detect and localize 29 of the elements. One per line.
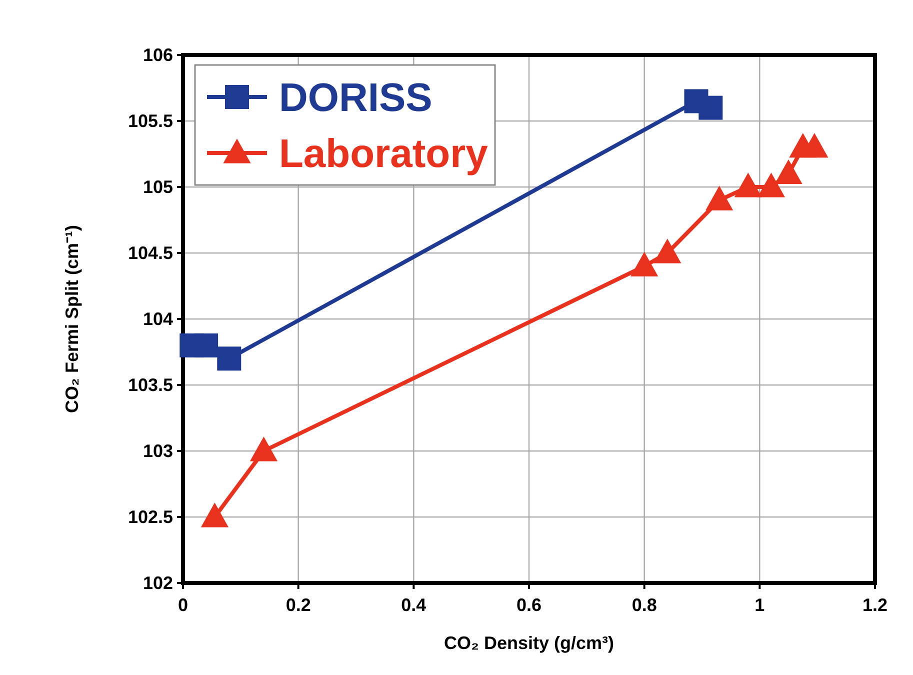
x-axis-title: CO₂ Density (g/cm³): [444, 633, 614, 653]
y-tick-label: 105: [142, 177, 173, 197]
point: [734, 172, 762, 198]
y-tick-label: 102.5: [128, 507, 173, 527]
x-tick-label: 0.4: [401, 595, 426, 615]
legend-label: DORISS: [279, 76, 432, 120]
point: [654, 238, 682, 264]
y-tick-label: 105.5: [128, 111, 173, 131]
y-tick-label: 103.5: [128, 375, 173, 395]
x-tick-label: 0: [178, 595, 188, 615]
point: [706, 186, 734, 210]
y-axis-title: CO₂ Fermi Split (cm⁻¹): [62, 224, 82, 414]
x-tick-label: 0.8: [632, 595, 657, 615]
point: [757, 172, 785, 198]
y-tick-label: 104: [142, 309, 173, 329]
x-tick-label: 0.6: [516, 595, 542, 615]
y-tick-label: 102: [142, 573, 173, 593]
y-tick-label: 106: [142, 45, 173, 65]
point: [200, 502, 229, 528]
legend-label: Laboratory: [279, 132, 489, 176]
point: [800, 133, 828, 158]
x-tick-label: 1: [754, 595, 765, 615]
point: [774, 159, 802, 184]
x-tick-label: 0.2: [286, 595, 311, 615]
point: [630, 252, 658, 276]
y-tick-label: 103: [142, 441, 173, 461]
y-tick-label: 104.5: [128, 243, 173, 263]
x-tick-label: 1.2: [862, 595, 888, 615]
point: [250, 436, 278, 462]
